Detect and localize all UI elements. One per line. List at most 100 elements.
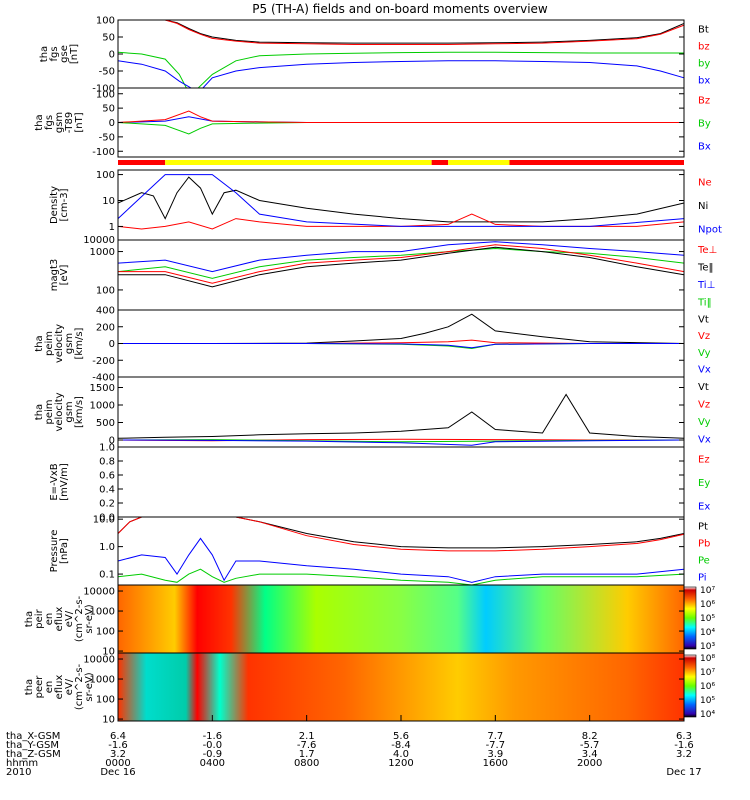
y-tick-label: 100	[96, 16, 115, 27]
legend-entry: Ti⊥	[697, 280, 715, 291]
x-row-label: 2010	[6, 767, 31, 778]
legend-entry: Ex	[698, 501, 710, 512]
series-line-Pt	[117, 516, 685, 549]
y-axis-label: fgs	[49, 46, 60, 61]
y-axis-label: eflux	[54, 607, 65, 632]
legend-entry: Vt	[698, 314, 709, 325]
series-line-Pi	[117, 537, 685, 583]
panel-frame	[117, 516, 685, 586]
y-axis-label: [cm-3]	[59, 188, 70, 221]
colorbar	[683, 654, 697, 718]
y-axis-label: (cm^2-s-	[74, 595, 85, 642]
panel-frame	[117, 446, 685, 518]
y-axis-label: -T89	[64, 112, 75, 134]
y-axis-label: en	[44, 681, 55, 694]
legend-entry: Vx	[698, 434, 711, 445]
y-tick-label: 1000	[90, 607, 115, 618]
x-tick-label: 8.2	[582, 731, 598, 742]
x-tick-label: -0.9	[203, 749, 223, 760]
legend-entry: Vy	[698, 348, 711, 359]
y-tick-label: 0	[109, 436, 115, 447]
y-axis-label: [eV]	[59, 265, 70, 286]
y-axis-label: tha	[24, 611, 35, 627]
mode-bar-segment	[431, 160, 449, 165]
legend-entry: by	[698, 59, 710, 70]
y-axis-label: peim	[44, 399, 55, 424]
x-row-label: tha_Z-GSM	[6, 749, 61, 760]
y-axis-label: Pressure	[49, 530, 60, 573]
legend-entry: Te‖	[697, 262, 714, 273]
x-axis: tha_X-GSMtha_Y-GSMtha_Z-GSMhhmm20106.4-1…	[6, 715, 702, 778]
y-tick-label: 1000	[90, 675, 115, 686]
x-tick-label: -5.7	[580, 740, 600, 751]
spectrogram-image	[118, 585, 684, 653]
y-axis-label: tha	[39, 46, 50, 62]
colorbar-label: 10⁶	[700, 682, 715, 692]
panel-pressure: Pt Pb Pe Pi 0.1 1.0 10.0 Pressure [nPa]	[49, 515, 710, 586]
y-tick-label: 100	[96, 89, 115, 100]
series-line-Ti‖	[117, 247, 685, 279]
series-line-Te⊥	[118, 244, 685, 284]
y-tick-label: -100	[92, 147, 115, 158]
legend-entry: bz	[698, 42, 710, 53]
legend-entry: Vz	[698, 399, 710, 410]
x-tick-label: 2000	[577, 758, 602, 769]
y-tick-label: 1.0	[99, 542, 115, 553]
x-tick-label: 1600	[483, 758, 508, 769]
y-tick-label: 10000	[83, 235, 115, 246]
legend-entry: By	[698, 119, 711, 130]
y-axis-label: peim	[44, 331, 55, 356]
legend-entry: Pe	[698, 556, 710, 567]
x-tick-label: -0.0	[203, 740, 223, 751]
legend-entry: Ey	[698, 478, 710, 489]
legend-entry: bx	[698, 76, 710, 87]
x-tick-label: 6.3	[676, 731, 692, 742]
y-axis-label: tha	[34, 404, 45, 420]
panel-velocity-2: Vt Vz Vy Vx 0 500 1000 1500 tha peim velocity gsm [k…	[34, 376, 711, 448]
x-tick-label: 5.6	[393, 731, 409, 742]
series-line-Te‖	[118, 246, 685, 288]
legend-entry: Vt	[698, 382, 709, 393]
y-tick-label: 0	[109, 118, 115, 129]
series-line-Bz	[117, 110, 684, 123]
y-axis-label: peir	[34, 608, 45, 628]
y-axis-label: sr-eV)	[84, 672, 95, 701]
mode-bar-segment	[448, 160, 510, 165]
series-line-Vx	[117, 439, 685, 446]
mode-bar-segment	[165, 160, 432, 165]
x-tick-label: 3.2	[676, 749, 692, 760]
colorbar-label: 10⁶	[700, 600, 715, 610]
legend-entry: Te⊥	[697, 245, 717, 256]
y-tick-label: 10	[102, 196, 115, 207]
y-tick-label: -50	[99, 67, 115, 78]
y-axis-label: tha	[34, 114, 45, 130]
y-axis-label: gse	[59, 45, 70, 63]
series-line-bz	[118, 19, 685, 45]
y-tick-label: 100	[96, 170, 115, 181]
series-line-Vt	[118, 313, 685, 344]
y-tick-label: 100	[96, 627, 115, 638]
legend-entry: Bz	[698, 96, 710, 107]
y-tick-label: 10000	[83, 655, 115, 666]
y-tick-label: 0.0	[99, 513, 115, 524]
x-row-label: hhmm	[6, 758, 38, 769]
y-axis-label: (cm^2-s-	[74, 663, 85, 710]
y-axis-label: Density	[49, 186, 60, 224]
legend-entry: Vy	[698, 417, 711, 428]
y-axis-label: E=-VxB	[49, 463, 60, 500]
y-tick-label: 0.2	[99, 499, 115, 510]
y-tick-label: -50	[99, 132, 115, 143]
legend-entry: Vx	[698, 365, 711, 376]
colorbar-label: 10⁸	[700, 654, 715, 664]
series-line-by	[117, 51, 684, 89]
x-tick-label: 3.9	[487, 749, 503, 760]
chart-title: P5 (TH-A) fields and on-board moments ov…	[252, 2, 548, 16]
y-tick-label: 100	[96, 285, 115, 296]
panel-ion-spectrogram: 10⁷ 10⁶ 10⁵ 10⁴ 10³ 10 100 1000 10000 tha peir en ef…	[24, 584, 715, 658]
colorbar-label: 10⁵	[700, 614, 715, 624]
y-axis-label: sr-eV)	[84, 604, 95, 633]
y-axis-label: peer	[34, 675, 45, 699]
series-line-Npot	[117, 174, 685, 227]
y-axis-label: [nT]	[74, 112, 85, 132]
